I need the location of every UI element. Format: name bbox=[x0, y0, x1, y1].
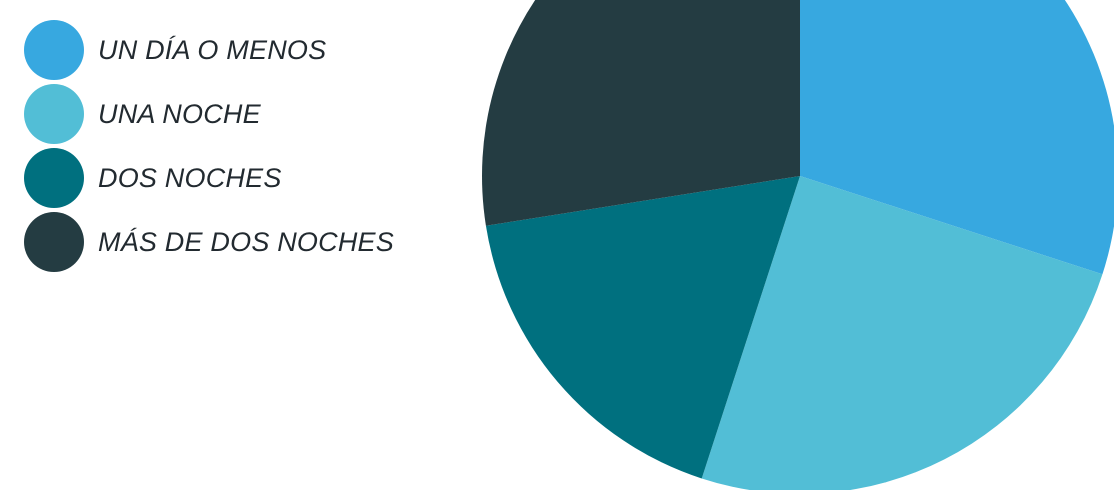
pie-slice-0 bbox=[800, 0, 1114, 275]
legend-label: UNA NOCHE bbox=[98, 98, 261, 129]
pie-slice-2 bbox=[485, 176, 800, 479]
legend-swatch bbox=[24, 148, 84, 208]
legend-label: UN DÍA O MENOS bbox=[98, 34, 327, 65]
legend-item-una-noche: UNA NOCHE bbox=[24, 82, 394, 146]
legend: UN DÍA O MENOS UNA NOCHE DOS NOCHES MÁS … bbox=[24, 18, 394, 274]
legend-swatch bbox=[24, 84, 84, 144]
pie-slice-3 bbox=[482, 0, 800, 226]
legend-label: MÁS DE DOS NOCHES bbox=[98, 226, 394, 257]
legend-item-mas-de-dos-noches: MÁS DE DOS NOCHES bbox=[24, 210, 394, 274]
legend-swatch bbox=[24, 212, 84, 272]
legend-swatch bbox=[24, 20, 84, 80]
legend-item-dos-noches: DOS NOCHES bbox=[24, 146, 394, 210]
legend-label: DOS NOCHES bbox=[98, 162, 282, 193]
pie-slice-1 bbox=[701, 176, 1103, 490]
legend-item-un-dia-o-menos: UN DÍA O MENOS bbox=[24, 18, 394, 82]
